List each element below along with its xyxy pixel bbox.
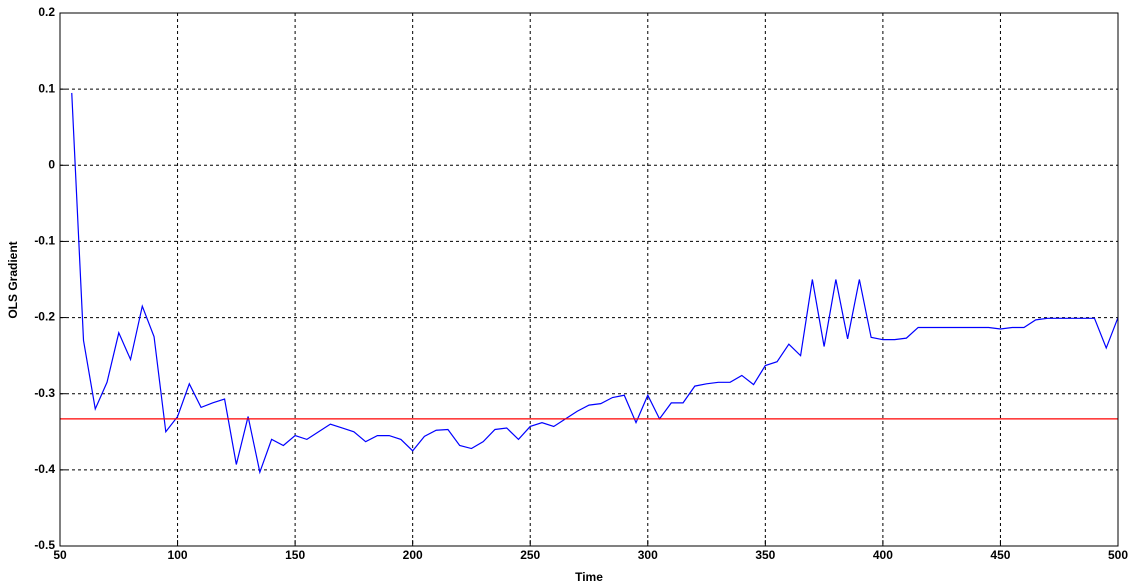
series-line bbox=[71, 92, 1119, 475]
x-tick-label: 350 bbox=[755, 548, 775, 562]
y-axis-label: OLS Gradient bbox=[6, 241, 20, 318]
y-tick-label: 0.2 bbox=[38, 5, 55, 19]
plot-area bbox=[60, 13, 1118, 546]
x-tick-label: 150 bbox=[285, 548, 305, 562]
y-tick-label: 0.1 bbox=[38, 81, 55, 95]
x-tick-label: 50 bbox=[53, 548, 67, 562]
x-axis-label: Time bbox=[575, 570, 603, 584]
x-tick-label: 400 bbox=[873, 548, 893, 562]
y-tick-label: 0 bbox=[48, 157, 55, 171]
x-tick-label: 100 bbox=[168, 548, 188, 562]
x-tick-label: 300 bbox=[638, 548, 658, 562]
y-tick-label: -0.3 bbox=[34, 386, 55, 400]
x-tick-label: 200 bbox=[403, 548, 423, 562]
y-tick-label: -0.4 bbox=[34, 462, 55, 476]
x-tick-label: 250 bbox=[520, 548, 540, 562]
x-tick-label: 450 bbox=[990, 548, 1010, 562]
y-tick-label: -0.5 bbox=[34, 538, 55, 552]
y-tick-label: -0.1 bbox=[34, 234, 55, 248]
x-tick-label: 500 bbox=[1108, 548, 1128, 562]
y-tick-label: -0.2 bbox=[34, 310, 55, 324]
axes-box bbox=[59, 12, 1119, 547]
